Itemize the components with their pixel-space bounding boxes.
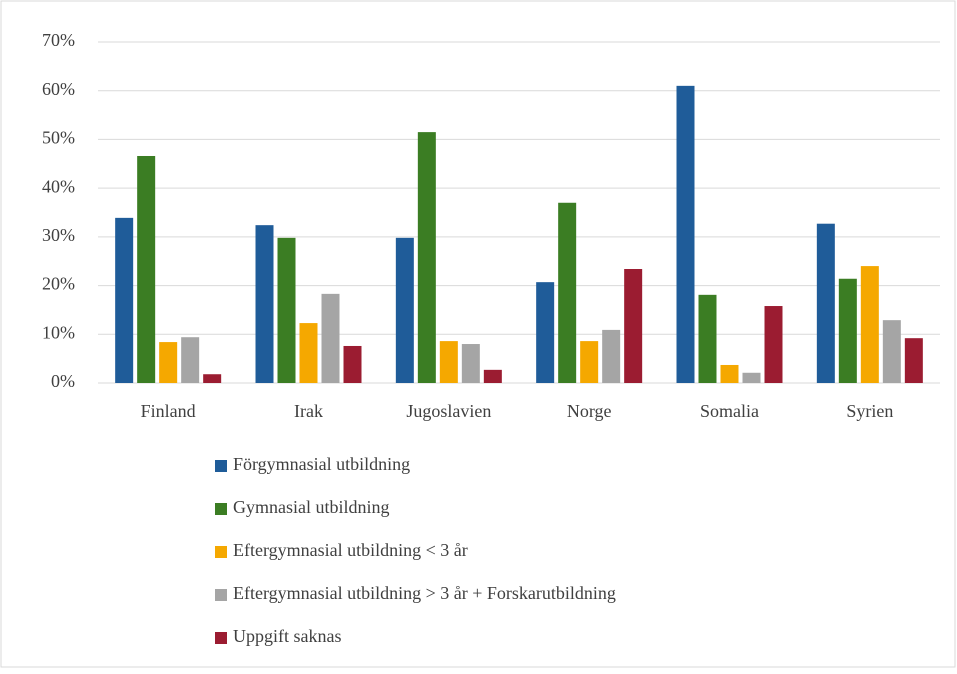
legend-swatch	[215, 589, 227, 601]
bar	[203, 374, 222, 383]
bar	[860, 266, 879, 383]
bar	[461, 344, 480, 383]
legend-label: Gymnasial utbildning	[233, 497, 390, 517]
y-tick-label: 0%	[51, 371, 75, 391]
y-tick-label: 40%	[42, 176, 75, 196]
bar	[816, 223, 835, 383]
x-tick-label: Norge	[567, 401, 612, 421]
bar	[882, 320, 901, 383]
bar	[742, 372, 761, 383]
x-tick-label: Finland	[141, 401, 196, 421]
legend-swatch	[215, 460, 227, 472]
bar	[904, 338, 923, 383]
x-tick-label: Irak	[294, 401, 323, 421]
y-tick-label: 20%	[42, 274, 75, 294]
legend-label: Eftergymnasial utbildning > 3 år + Forsk…	[233, 583, 616, 603]
bar	[536, 282, 555, 383]
bar	[698, 294, 717, 383]
y-tick-label: 10%	[42, 322, 75, 342]
bar	[277, 237, 296, 383]
bar	[299, 323, 318, 383]
legend-label: Förgymnasial utbildning	[233, 454, 410, 474]
y-tick-label: 70%	[42, 30, 75, 50]
bar	[602, 329, 621, 383]
bar	[558, 202, 577, 383]
legend-swatch	[215, 632, 227, 644]
bar	[720, 364, 739, 383]
bar	[676, 85, 695, 383]
bar	[580, 341, 599, 383]
bar	[343, 345, 362, 383]
legend-label: Uppgift saknas	[233, 626, 341, 646]
bar	[483, 369, 502, 383]
y-tick-label: 60%	[42, 79, 75, 99]
legend-swatch	[215, 503, 227, 515]
bar	[764, 306, 783, 383]
y-tick-label: 50%	[42, 128, 75, 148]
bar	[439, 341, 458, 383]
bar	[137, 155, 156, 383]
bar	[181, 337, 200, 383]
x-tick-label: Jugoslavien	[406, 401, 491, 421]
x-tick-label: Syrien	[846, 401, 893, 421]
bar	[624, 269, 643, 383]
bar	[395, 237, 414, 383]
bar	[321, 293, 340, 383]
legend-swatch	[215, 546, 227, 558]
legend-label: Eftergymnasial utbildning < 3 år	[233, 540, 468, 560]
bar	[838, 278, 857, 383]
bar	[115, 217, 134, 383]
bar	[417, 132, 436, 383]
x-tick-label: Somalia	[700, 401, 759, 421]
y-tick-label: 30%	[42, 225, 75, 245]
bar	[255, 225, 274, 383]
bar	[159, 342, 178, 383]
